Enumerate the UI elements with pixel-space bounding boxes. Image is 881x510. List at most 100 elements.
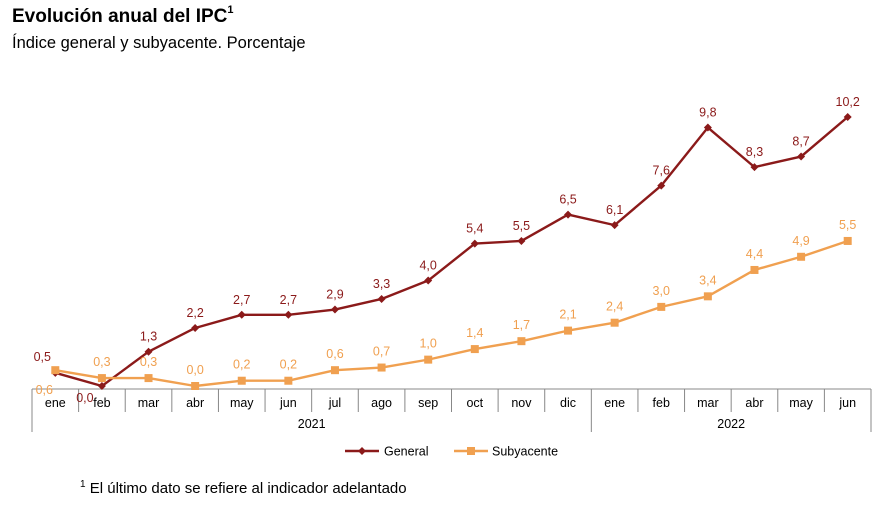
data-point [377, 294, 386, 303]
data-point [191, 382, 200, 390]
data-point [843, 236, 852, 245]
data-label: 1,7 [513, 318, 530, 332]
chart-title-sup: 1 [227, 4, 234, 16]
data-label: 0,0 [186, 363, 203, 377]
data-point [97, 382, 106, 390]
data-point [564, 326, 573, 335]
chart-title: Evolución anual del IPC1 [12, 4, 234, 28]
data-label: 5,5 [513, 219, 530, 233]
series-general: 0,5 0,0 1,3 2,2 2,7 2,7 2,9 3,3 4,0 5,4 5,5 6,5 6,1 7… [34, 95, 860, 405]
data-label: 7,6 [653, 164, 670, 178]
data-point [517, 337, 526, 346]
data-label: 2,1 [559, 308, 576, 322]
data-label: 4,4 [746, 247, 763, 261]
x-tick-label: jun [279, 396, 297, 410]
data-label: 2,7 [280, 293, 297, 307]
legend-marker [358, 447, 366, 455]
data-point [750, 163, 759, 172]
data-label: 2,9 [326, 288, 343, 302]
data-point [284, 376, 293, 385]
data-label: 3,0 [653, 284, 670, 298]
data-label: 8,7 [792, 135, 809, 149]
data-point [610, 221, 619, 230]
series-line [55, 239, 849, 388]
data-label: 0,3 [140, 355, 157, 369]
data-point [330, 366, 339, 375]
data-point [97, 374, 106, 383]
x-tick-label: may [789, 396, 813, 410]
data-point [191, 323, 200, 332]
data-label: 0,2 [233, 358, 250, 372]
data-point [424, 276, 433, 285]
data-point [703, 123, 712, 132]
data-label: 1,4 [466, 326, 483, 340]
footnote: 1 El último dato se refiere al indicador… [80, 479, 407, 497]
data-label: 4,0 [419, 259, 436, 273]
data-point [144, 347, 153, 356]
data-label: 0,6 [36, 383, 53, 397]
data-label: 2,7 [233, 293, 250, 307]
chart-subtitle: Índice general y subyacente. Porcentaje [12, 34, 306, 52]
legend-label: General [384, 445, 428, 459]
data-point [843, 113, 852, 121]
data-point [797, 252, 806, 261]
x-tick-label: mar [697, 396, 719, 410]
x-tick-label: feb [653, 396, 670, 410]
x-tick-label: abr [186, 396, 204, 410]
legend: General Subyacente [345, 445, 558, 459]
x-tick-label: nov [511, 396, 532, 410]
x-tick-label: ene [604, 396, 625, 410]
data-point [470, 345, 479, 354]
footnote-text: El último dato se refiere al indicador a… [89, 480, 407, 497]
data-label: 4,9 [792, 234, 809, 248]
data-label: 2,4 [606, 300, 623, 314]
data-point [797, 152, 806, 161]
data-label: 0,0 [76, 391, 93, 405]
legend-label: Subyacente [492, 445, 558, 459]
series-subyacente: 0,6 0,3 0,3 0,0 0,2 0,2 0,6 0,7 1,0 1,4 1,7 2,1 2,4 3… [36, 218, 857, 397]
x-tick-label: may [230, 396, 254, 410]
data-label: 2,2 [186, 306, 203, 320]
data-point [237, 310, 246, 319]
data-point [330, 305, 339, 314]
data-label: 5,4 [466, 222, 483, 236]
data-point [657, 302, 666, 311]
data-label: 3,3 [373, 277, 390, 291]
data-label: 0,6 [326, 347, 343, 361]
chart-title-text: Evolución anual del IPC [12, 6, 228, 27]
data-label: 10,2 [836, 95, 860, 109]
data-point [144, 374, 153, 383]
data-point [284, 310, 293, 319]
data-point [750, 265, 759, 274]
data-point [51, 366, 60, 375]
year-label: 2022 [717, 417, 745, 431]
x-tick-label: ene [45, 396, 66, 410]
data-label: 8,3 [746, 145, 763, 159]
data-point [377, 363, 386, 372]
series-line [54, 116, 849, 388]
data-label: 6,5 [559, 193, 576, 207]
data-point [237, 376, 246, 385]
data-label: 9,8 [699, 106, 716, 120]
data-label: 6,1 [606, 203, 623, 217]
x-tick-label: feb [93, 396, 110, 410]
x-tick-label: mar [138, 396, 160, 410]
data-label: 0,5 [34, 350, 51, 364]
data-label: 0,2 [280, 358, 297, 372]
year-label: 2021 [298, 417, 326, 431]
data-label: 0,7 [373, 345, 390, 359]
data-label: 1,0 [419, 337, 436, 351]
x-tick-label: ago [371, 396, 392, 410]
data-point [517, 236, 526, 245]
data-point [610, 318, 619, 327]
x-tick-label: sep [418, 396, 438, 410]
legend-marker [467, 447, 475, 455]
data-point [564, 210, 573, 219]
data-label: 1,3 [140, 330, 157, 344]
x-tick-label: jul [328, 396, 342, 410]
data-label: 0,3 [93, 355, 110, 369]
data-point [703, 292, 712, 301]
data-point [470, 239, 479, 248]
footnote-sup: 1 [80, 479, 86, 490]
data-point [424, 355, 433, 364]
